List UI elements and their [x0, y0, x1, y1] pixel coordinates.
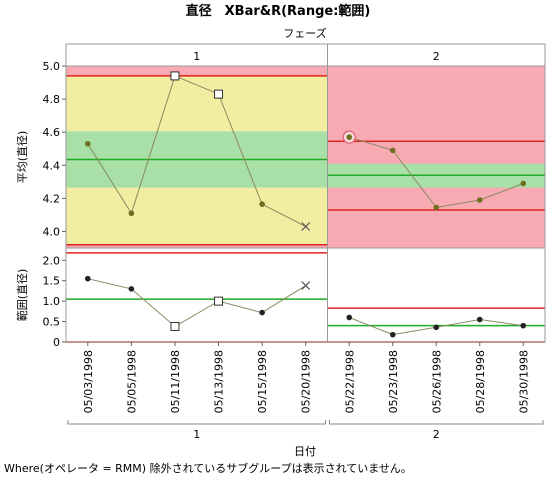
- xbar-point: [84, 140, 91, 147]
- range-point: [128, 286, 135, 292]
- range-point: [520, 322, 527, 329]
- phase-bracket: [67, 420, 326, 425]
- x-tick-label: 05/03/1998: [82, 350, 95, 413]
- xbar-point: [128, 210, 135, 217]
- range-y-tick-label: 1.0: [43, 295, 61, 308]
- plot-area: 1 2 4.0 4.2 4.4 4.6 4.8 5.0 0 0.5 1.0 1.5 2.0 平均(直径) 範…: [15, 43, 546, 441]
- xbar-point: [259, 201, 265, 207]
- x-tick-label: 05/22/1998: [343, 350, 356, 413]
- range-y-tick-label: 2.0: [43, 254, 61, 267]
- range-point: [476, 316, 483, 323]
- phase-header-label: 2: [433, 50, 440, 63]
- xbar-y-tick-label: 4.4: [43, 159, 61, 172]
- phase-axis-label: フェーズ: [283, 26, 326, 40]
- xbar-point: [170, 71, 180, 81]
- x-tick-label: 05/28/1998: [474, 350, 487, 413]
- x-tick-label: 05/05/1998: [125, 350, 138, 413]
- xbar-point: [520, 180, 527, 187]
- xbar-y-tick-label: 4.6: [43, 126, 61, 139]
- x-axis-label: 日付: [294, 445, 316, 458]
- xbar-y-tick-label: 4.2: [43, 192, 61, 205]
- range-y-tick-label: 1.5: [43, 275, 61, 288]
- x-tick-label: 05/13/1998: [213, 350, 226, 413]
- x-tick-label: 05/20/1998: [300, 350, 313, 413]
- xbar-y-tick-label: 4.0: [43, 225, 61, 238]
- range-point: [259, 309, 265, 316]
- xbar-point: [476, 197, 483, 203]
- xbar-point: [301, 222, 311, 231]
- range-point: [301, 281, 311, 291]
- xbar-series-line: [87, 75, 306, 227]
- phase-axis-value: 1: [193, 428, 200, 441]
- x-tick-label: 05/11/1998: [169, 350, 182, 413]
- xbar-y-tick-label: 5.0: [43, 60, 61, 73]
- x-tick-label: 05/23/1998: [387, 350, 400, 413]
- range-point: [214, 296, 224, 306]
- footnote: Where(オペレータ = RMM) 除外されているサブグループは表示されていま…: [4, 461, 412, 475]
- phase-header-label: 1: [193, 50, 200, 63]
- xbar-point: [389, 147, 396, 154]
- range-series-line: [87, 278, 306, 328]
- x-tick-label: 05/26/1998: [430, 350, 443, 413]
- range-y-tick-label: 0: [53, 336, 60, 349]
- range-point: [84, 275, 91, 282]
- phase-axis-value: 2: [433, 428, 440, 441]
- phase-bracket: [329, 420, 544, 425]
- xbar-y-tick-label: 4.8: [43, 93, 61, 106]
- x-tick-label: 05/30/1998: [517, 350, 530, 413]
- xbar-point: [214, 89, 224, 99]
- phase-header: [65, 43, 546, 67]
- x-tick-label: 05/15/1998: [256, 350, 269, 413]
- xbar-point: [346, 134, 353, 140]
- range-point: [433, 324, 440, 331]
- range-point: [346, 314, 353, 321]
- range-point: [170, 321, 180, 331]
- range-point: [389, 331, 396, 338]
- xbar-point: [433, 204, 440, 211]
- range-y-axis-label: 範囲(直径): [15, 269, 29, 322]
- xbar-y-axis-label: 平均(直径): [15, 131, 29, 184]
- range-y-tick-label: 0.5: [43, 316, 61, 329]
- chart-title: 直径 XBar&R(Range:範囲): [186, 3, 371, 19]
